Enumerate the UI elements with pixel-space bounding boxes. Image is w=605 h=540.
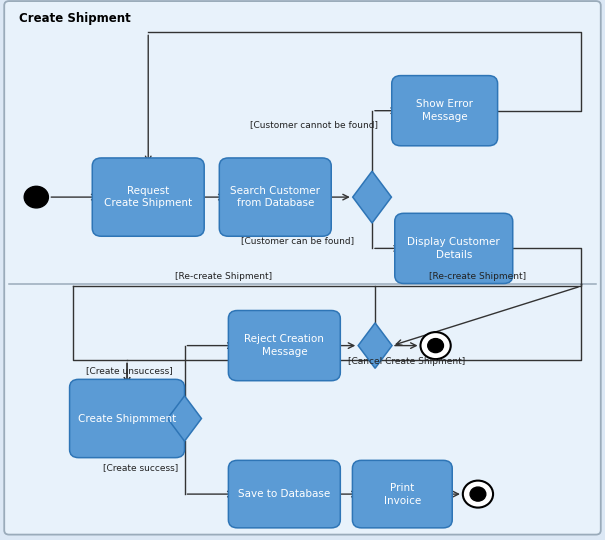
Polygon shape xyxy=(358,323,392,368)
Circle shape xyxy=(420,332,451,359)
FancyBboxPatch shape xyxy=(70,379,185,457)
Text: Request
Create Shipment: Request Create Shipment xyxy=(104,186,192,208)
Text: [Customer cannot be found]: [Customer cannot be found] xyxy=(250,120,378,129)
Text: [Cancel Create Shipment]: [Cancel Create Shipment] xyxy=(348,357,465,366)
Text: Reject Creation
Message: Reject Creation Message xyxy=(244,334,324,357)
Circle shape xyxy=(470,487,486,501)
FancyBboxPatch shape xyxy=(219,158,332,237)
Polygon shape xyxy=(353,171,391,223)
Text: Search Customer
from Database: Search Customer from Database xyxy=(231,186,320,208)
FancyBboxPatch shape xyxy=(394,213,512,284)
Text: Display Customer
Details: Display Customer Details xyxy=(407,237,500,260)
Text: Print
Invoice: Print Invoice xyxy=(384,483,421,505)
Text: [Customer can be found]: [Customer can be found] xyxy=(241,237,354,246)
Text: [Create unsuccess]: [Create unsuccess] xyxy=(86,366,172,375)
FancyBboxPatch shape xyxy=(92,158,204,237)
Text: Show Error
Message: Show Error Message xyxy=(416,99,473,122)
Text: Create Shipment: Create Shipment xyxy=(19,12,131,25)
FancyBboxPatch shape xyxy=(4,1,601,535)
Circle shape xyxy=(24,186,48,208)
FancyBboxPatch shape xyxy=(228,460,340,528)
Circle shape xyxy=(463,481,493,508)
Polygon shape xyxy=(168,396,201,441)
Text: Create Shipmment: Create Shipmment xyxy=(78,414,176,423)
Text: Save to Database: Save to Database xyxy=(238,489,330,499)
FancyBboxPatch shape xyxy=(352,460,453,528)
Text: [Re-create Shipment]: [Re-create Shipment] xyxy=(430,272,526,281)
Text: [Create success]: [Create success] xyxy=(103,463,178,472)
FancyBboxPatch shape xyxy=(391,76,497,146)
Circle shape xyxy=(428,339,443,353)
FancyBboxPatch shape xyxy=(228,310,340,381)
Text: [Re-create Shipment]: [Re-create Shipment] xyxy=(175,272,272,281)
